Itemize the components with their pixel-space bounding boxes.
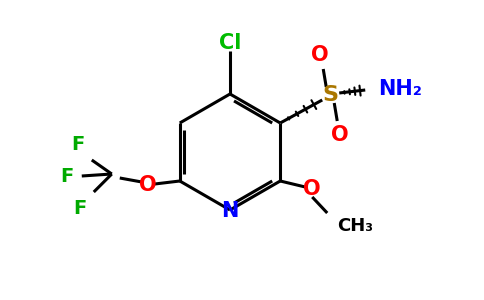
Text: N: N: [221, 201, 239, 221]
Text: F: F: [60, 167, 74, 185]
Text: O: O: [139, 175, 157, 195]
Text: NH₂: NH₂: [378, 79, 422, 99]
Text: S: S: [322, 85, 338, 105]
Text: O: O: [332, 125, 349, 145]
Text: CH₃: CH₃: [337, 217, 373, 235]
Text: Cl: Cl: [219, 33, 241, 53]
Text: F: F: [73, 199, 87, 218]
Text: F: F: [71, 136, 84, 154]
Text: O: O: [303, 179, 321, 199]
Text: O: O: [311, 45, 329, 65]
